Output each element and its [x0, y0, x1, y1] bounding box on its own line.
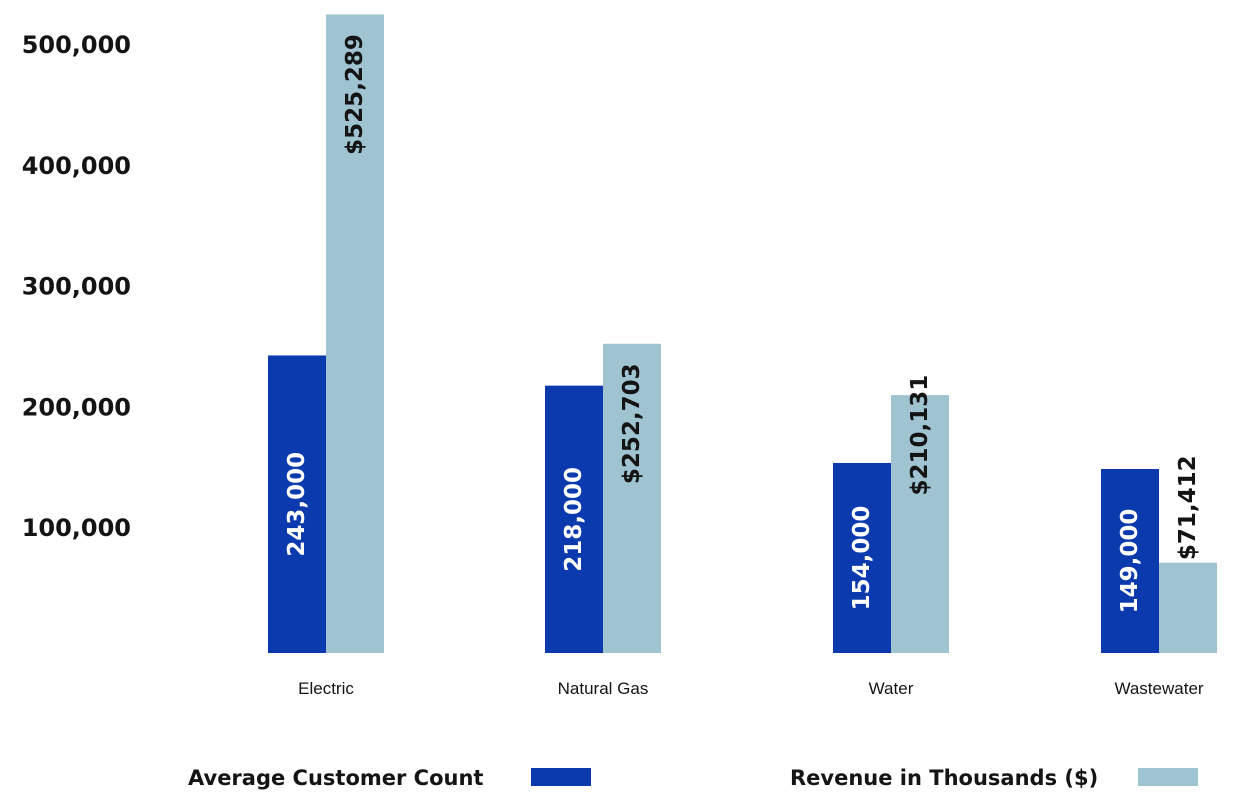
legend-label-customer-count: Average Customer Count [188, 766, 484, 790]
bar [833, 462, 891, 653]
x-tick-label: Electric [298, 679, 354, 698]
data-label: $71,412 [1175, 455, 1201, 560]
bar [1159, 562, 1217, 653]
data-label: 154,000 [849, 506, 875, 611]
y-tick-label: 100,000 [22, 514, 131, 542]
y-tick-label: 300,000 [22, 273, 131, 301]
legend-swatch-customer-count [531, 768, 591, 786]
data-label: $525,289 [342, 34, 368, 155]
y-tick-label: 500,000 [22, 31, 131, 59]
bar [603, 343, 661, 653]
x-tick-label: Water [869, 679, 914, 698]
y-tick-label: 200,000 [22, 393, 131, 421]
bar [545, 385, 603, 653]
data-label: 243,000 [284, 452, 310, 557]
x-tick-label: Natural Gas [558, 679, 649, 698]
data-label: $252,703 [619, 363, 645, 484]
x-tick-label: Wastewater [1114, 679, 1203, 698]
x-axis: Electric Natural Gas Water Wastewater [298, 679, 1204, 698]
y-tick-label: 400,000 [22, 152, 131, 180]
legend-swatch-revenue [1138, 768, 1198, 786]
data-label: 218,000 [561, 467, 587, 572]
bar [268, 355, 326, 653]
data-label: $210,131 [907, 375, 933, 496]
bars-group: 243,000 $525,289 218,000 $252,703 154,000 $21… [268, 14, 1217, 654]
y-axis: 100,000 200,000 300,000 400,000 500,000 [22, 31, 131, 542]
bar [326, 14, 384, 654]
data-label: 149,000 [1117, 509, 1143, 614]
bar [1101, 469, 1159, 653]
legend-label-revenue: Revenue in Thousands ($) [790, 766, 1099, 790]
bar [891, 395, 949, 653]
